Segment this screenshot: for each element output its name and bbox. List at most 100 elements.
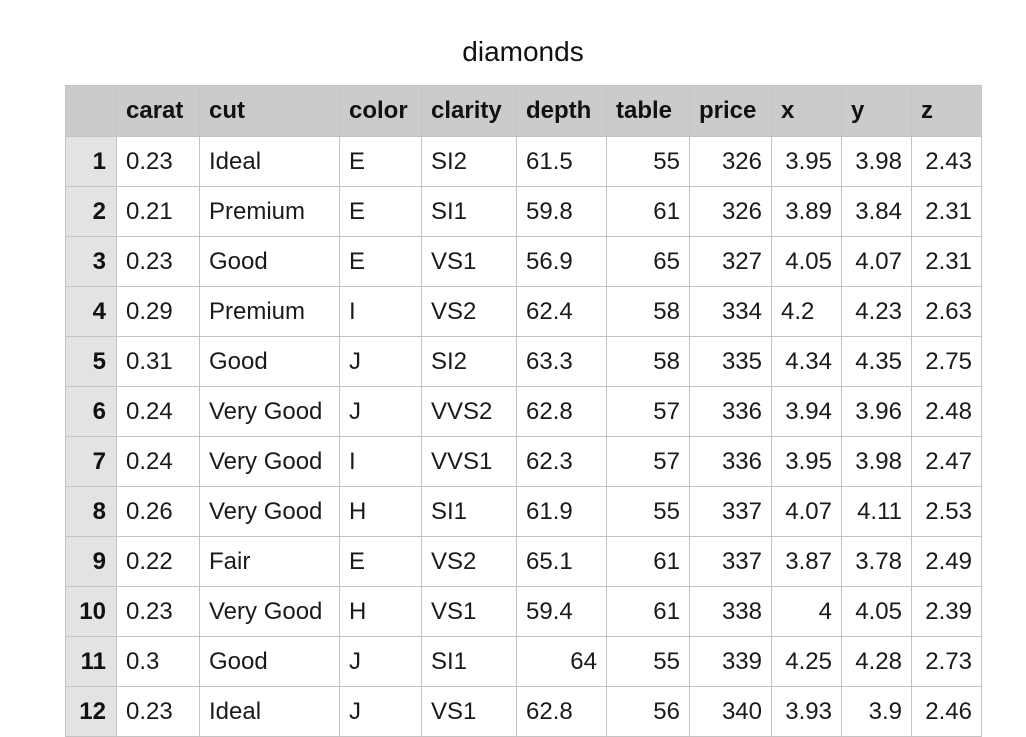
cell-table[interactable]: 55 — [606, 136, 690, 187]
cell-depth[interactable]: 62.3 — [516, 436, 607, 487]
column-header-cut[interactable]: cut — [199, 85, 340, 137]
row-number[interactable]: 1 — [65, 136, 117, 187]
cell-z[interactable]: 2.53 — [911, 486, 982, 537]
cell-color[interactable]: E — [339, 186, 422, 237]
cell-x[interactable]: 4.05 — [771, 236, 842, 287]
cell-clarity[interactable]: VS1 — [421, 236, 517, 287]
cell-y[interactable]: 4.11 — [841, 486, 912, 537]
cell-carat[interactable]: 0.3 — [116, 636, 200, 687]
cell-z[interactable]: 2.31 — [911, 186, 982, 237]
cell-color[interactable]: E — [339, 536, 422, 587]
column-header-clarity[interactable]: clarity — [421, 85, 517, 137]
column-header-table[interactable]: table — [606, 85, 690, 137]
cell-carat[interactable]: 0.23 — [116, 236, 200, 287]
row-number[interactable]: 4 — [65, 286, 117, 337]
cell-depth[interactable]: 62.4 — [516, 286, 607, 337]
cell-color[interactable]: J — [339, 386, 422, 437]
cell-y[interactable]: 3.98 — [841, 436, 912, 487]
row-number[interactable]: 10 — [65, 586, 117, 637]
cell-z[interactable]: 2.75 — [911, 336, 982, 387]
cell-color[interactable]: J — [339, 336, 422, 387]
cell-clarity[interactable]: VS1 — [421, 686, 517, 737]
cell-y[interactable]: 3.9 — [841, 686, 912, 737]
cell-carat[interactable]: 0.22 — [116, 536, 200, 587]
cell-z[interactable]: 2.31 — [911, 236, 982, 287]
cell-x[interactable]: 4.34 — [771, 336, 842, 387]
row-number[interactable]: 11 — [65, 636, 117, 687]
cell-price[interactable]: 336 — [689, 436, 772, 487]
cell-cut[interactable]: Premium — [199, 286, 340, 337]
cell-x[interactable]: 4.2 — [771, 286, 842, 337]
cell-color[interactable]: I — [339, 436, 422, 487]
cell-color[interactable]: J — [339, 636, 422, 687]
cell-clarity[interactable]: SI2 — [421, 336, 517, 387]
cell-y[interactable]: 4.05 — [841, 586, 912, 637]
row-number[interactable]: 8 — [65, 486, 117, 537]
cell-table[interactable]: 61 — [606, 186, 690, 237]
cell-y[interactable]: 3.78 — [841, 536, 912, 587]
cell-depth[interactable]: 56.9 — [516, 236, 607, 287]
cell-price[interactable]: 326 — [689, 186, 772, 237]
row-number[interactable]: 2 — [65, 186, 117, 237]
cell-clarity[interactable]: VS2 — [421, 536, 517, 587]
cell-clarity[interactable]: VVS1 — [421, 436, 517, 487]
cell-z[interactable]: 2.49 — [911, 536, 982, 587]
cell-clarity[interactable]: VVS2 — [421, 386, 517, 437]
cell-carat[interactable]: 0.24 — [116, 436, 200, 487]
cell-x[interactable]: 3.94 — [771, 386, 842, 437]
cell-carat[interactable]: 0.23 — [116, 686, 200, 737]
cell-carat[interactable]: 0.31 — [116, 336, 200, 387]
cell-price[interactable]: 337 — [689, 536, 772, 587]
cell-depth[interactable]: 59.8 — [516, 186, 607, 237]
cell-carat[interactable]: 0.23 — [116, 586, 200, 637]
cell-clarity[interactable]: VS2 — [421, 286, 517, 337]
cell-depth[interactable]: 63.3 — [516, 336, 607, 387]
cell-x[interactable]: 3.89 — [771, 186, 842, 237]
cell-x[interactable]: 4.25 — [771, 636, 842, 687]
cell-z[interactable]: 2.43 — [911, 136, 982, 187]
column-header-color[interactable]: color — [339, 85, 422, 137]
corner-cell[interactable] — [65, 85, 117, 137]
cell-color[interactable]: E — [339, 236, 422, 287]
cell-clarity[interactable]: SI1 — [421, 186, 517, 237]
cell-cut[interactable]: Ideal — [199, 686, 340, 737]
cell-depth[interactable]: 64 — [516, 636, 607, 687]
cell-color[interactable]: I — [339, 286, 422, 337]
row-number[interactable]: 6 — [65, 386, 117, 437]
cell-y[interactable]: 4.28 — [841, 636, 912, 687]
row-number[interactable]: 3 — [65, 236, 117, 287]
cell-clarity[interactable]: SI1 — [421, 486, 517, 537]
cell-z[interactable]: 2.63 — [911, 286, 982, 337]
cell-carat[interactable]: 0.26 — [116, 486, 200, 537]
column-header-price[interactable]: price — [689, 85, 772, 137]
cell-cut[interactable]: Very Good — [199, 386, 340, 437]
cell-table[interactable]: 58 — [606, 286, 690, 337]
row-number[interactable]: 5 — [65, 336, 117, 387]
cell-carat[interactable]: 0.23 — [116, 136, 200, 187]
cell-x[interactable]: 4.07 — [771, 486, 842, 537]
cell-cut[interactable]: Very Good — [199, 436, 340, 487]
cell-y[interactable]: 4.23 — [841, 286, 912, 337]
cell-x[interactable]: 3.87 — [771, 536, 842, 587]
cell-color[interactable]: H — [339, 586, 422, 637]
column-header-z[interactable]: z — [911, 85, 982, 137]
cell-z[interactable]: 2.46 — [911, 686, 982, 737]
cell-clarity[interactable]: SI2 — [421, 136, 517, 187]
cell-depth[interactable]: 59.4 — [516, 586, 607, 637]
cell-table[interactable]: 61 — [606, 586, 690, 637]
cell-price[interactable]: 336 — [689, 386, 772, 437]
cell-depth[interactable]: 62.8 — [516, 686, 607, 737]
cell-cut[interactable]: Premium — [199, 186, 340, 237]
cell-x[interactable]: 3.95 — [771, 436, 842, 487]
cell-x[interactable]: 3.95 — [771, 136, 842, 187]
cell-price[interactable]: 334 — [689, 286, 772, 337]
cell-price[interactable]: 327 — [689, 236, 772, 287]
cell-cut[interactable]: Good — [199, 336, 340, 387]
row-number[interactable]: 9 — [65, 536, 117, 587]
cell-z[interactable]: 2.39 — [911, 586, 982, 637]
cell-color[interactable]: E — [339, 136, 422, 187]
cell-table[interactable]: 61 — [606, 536, 690, 587]
cell-carat[interactable]: 0.21 — [116, 186, 200, 237]
cell-cut[interactable]: Good — [199, 636, 340, 687]
cell-color[interactable]: J — [339, 686, 422, 737]
